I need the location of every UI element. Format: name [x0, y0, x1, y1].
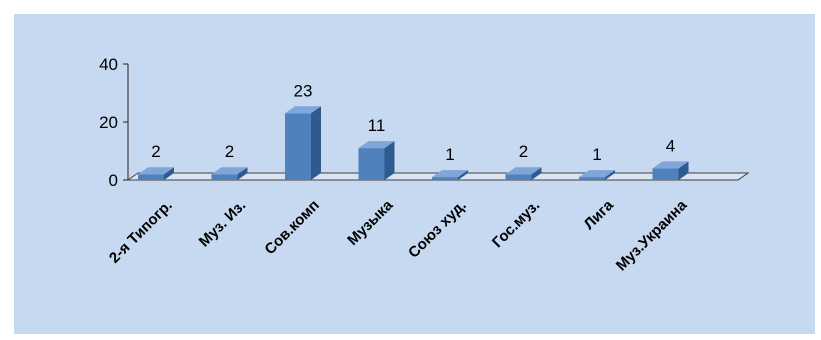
bar-front	[138, 174, 164, 180]
y-axis: 0 20 40	[99, 55, 129, 190]
bar-side	[458, 170, 468, 180]
data-label: 2	[151, 142, 160, 161]
bar	[505, 167, 542, 180]
bar-front	[285, 113, 311, 180]
data-label: 1	[445, 145, 454, 164]
bar	[358, 141, 395, 180]
bars	[138, 106, 689, 180]
bar-side	[384, 141, 395, 180]
category-label: Музыка	[344, 196, 397, 249]
category-label: Гос.муз.	[489, 197, 543, 251]
bar-side	[164, 167, 174, 180]
bar-front	[358, 148, 385, 180]
data-label: 2	[225, 142, 234, 161]
category-label: Муз.Украина	[613, 196, 691, 274]
bar-top	[211, 167, 248, 175]
bar-front	[211, 174, 238, 180]
data-label: 11	[368, 116, 386, 135]
bar-front	[579, 177, 605, 180]
bar-side	[678, 161, 689, 180]
bar-side	[531, 167, 542, 180]
category-label: Союз худ.	[405, 197, 470, 262]
bar-top	[285, 106, 321, 114]
category-label: Лига	[581, 196, 618, 233]
y-tick-label: 20	[99, 113, 118, 132]
bar	[211, 167, 248, 180]
data-label: 1	[592, 145, 601, 164]
bar	[432, 170, 468, 180]
bar-side	[311, 106, 321, 180]
data-label: 23	[294, 81, 313, 100]
category-label: 2-я Типогр.	[106, 197, 176, 267]
bar-side	[605, 170, 615, 180]
bar-top	[358, 141, 395, 149]
bar	[138, 167, 174, 180]
bar	[579, 170, 615, 180]
y-tick-label: 0	[109, 171, 118, 190]
bar-side	[237, 167, 248, 180]
bar-front	[505, 174, 532, 180]
data-label: 4	[666, 136, 675, 155]
category-labels: 2-я Типогр. Муз. Из. Сов.комп Музыка Союз ху…	[106, 196, 691, 274]
bar-top	[432, 170, 468, 178]
bar-front	[652, 168, 679, 180]
data-label: 2	[519, 142, 528, 161]
bar-top	[579, 170, 615, 178]
category-label: Сов.комп	[261, 197, 322, 258]
bar-front	[432, 177, 458, 180]
bar	[652, 161, 689, 180]
bar-top	[652, 161, 689, 169]
bar-top	[138, 167, 174, 175]
category-label: Муз. Из.	[196, 197, 250, 251]
y-tick-label: 40	[99, 55, 118, 74]
bar-top	[505, 167, 542, 175]
bar	[285, 106, 321, 180]
